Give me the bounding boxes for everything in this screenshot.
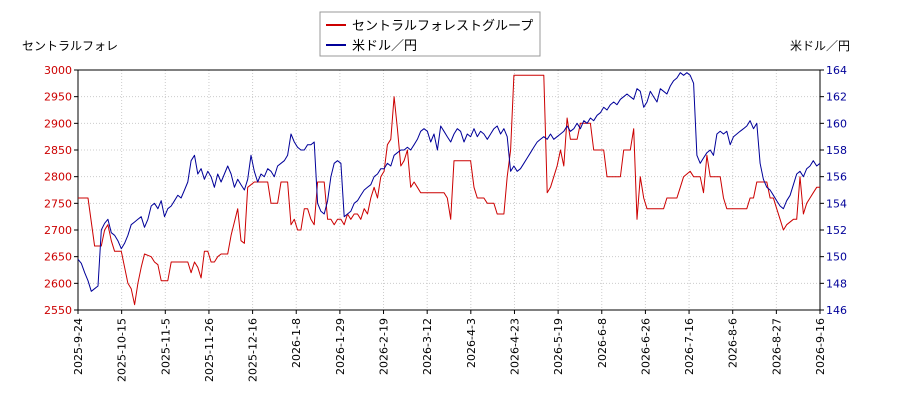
right-tick-label: 156: [826, 171, 847, 184]
left-axis-title: セントラルフォレ: [22, 39, 118, 53]
x-tick-label: 2025-11-26: [203, 318, 216, 382]
legend-label-series-1: セントラルフォレストグループ: [352, 19, 533, 34]
x-tick-label: 2026-1-29: [334, 318, 347, 375]
x-tick-label: 2025-12-16: [247, 318, 260, 382]
x-tick-label: 2026-8-6: [727, 318, 740, 368]
left-tick-label: 2800: [44, 171, 72, 184]
right-tick-label: 164: [826, 64, 847, 77]
x-tick-label: 2026-6-8: [596, 318, 609, 368]
left-tick-label: 2650: [44, 251, 72, 264]
x-tick-label: 2026-6-26: [639, 318, 652, 375]
left-tick-label: 3000: [44, 64, 72, 77]
x-tick-label: 2025-10-15: [116, 318, 129, 382]
left-tick-label: 2600: [44, 277, 72, 290]
left-tick-label: 2700: [44, 224, 72, 237]
right-tick-label: 154: [826, 197, 847, 210]
x-tick-label: 2026-1-8: [290, 318, 303, 368]
left-tick-label: 2550: [44, 304, 72, 317]
right-tick-label: 150: [826, 251, 847, 264]
plot-frame: [77, 69, 821, 311]
right-tick-label: 146: [826, 304, 847, 317]
right-axis-title: 米ドル／円: [790, 39, 850, 53]
x-tick-label: 2026-3-12: [421, 318, 434, 375]
x-tick-label: 2025-11-5: [159, 318, 172, 375]
left-tick-label: 2750: [44, 197, 72, 210]
x-tick-label: 2026-4-23: [508, 318, 521, 375]
legend: セントラルフォレストグループ 米ドル／円: [319, 11, 541, 57]
right-tick-label: 152: [826, 224, 847, 237]
x-tick-label: 2026-8-27: [770, 318, 783, 375]
grid: [77, 69, 821, 311]
x-tick-label: 2026-5-19: [552, 318, 565, 375]
series-lines: [77, 72, 821, 306]
right-tick-label: 148: [826, 277, 847, 290]
series-line-2: [77, 72, 821, 292]
axes: 2550 2600 2650 2700 2750 2800 2850 2900 2950 3000…: [44, 64, 847, 382]
left-tick-label: 2900: [44, 117, 72, 130]
x-tick-label: 2026-2-19: [378, 318, 391, 375]
series-line-1: [78, 74, 820, 306]
legend-label-series-2: 米ドル／円: [352, 39, 417, 54]
legend-box: [319, 11, 541, 57]
x-tick-label: 2025-9-24: [72, 318, 85, 375]
right-tick-label: 160: [826, 117, 847, 130]
right-tick-label: 162: [826, 91, 847, 104]
x-tick-label: 2026-7-16: [683, 318, 696, 375]
right-tick-label: 158: [826, 144, 847, 157]
x-tick-label: 2026-9-16: [814, 318, 827, 375]
x-tick-label: 2026-4-3: [465, 318, 478, 368]
left-tick-label: 2950: [44, 91, 72, 104]
left-tick-label: 2850: [44, 144, 72, 157]
